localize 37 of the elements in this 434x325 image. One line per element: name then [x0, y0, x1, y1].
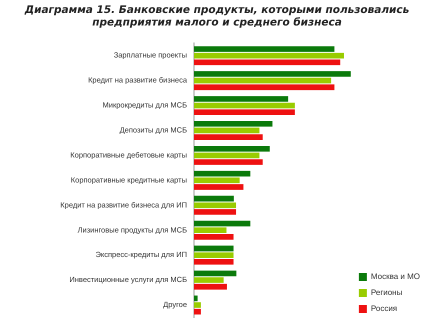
bar: [194, 227, 226, 234]
bar: [194, 258, 234, 265]
bar: [194, 71, 351, 77]
bar: [194, 302, 201, 308]
legend-label: Россия: [370, 304, 398, 314]
bar: [194, 202, 236, 208]
bar: [194, 178, 240, 184]
bar: [194, 170, 250, 177]
legend-label: Регионы: [370, 288, 403, 298]
bar: [194, 296, 198, 302]
chart-title: Диаграмма 15. Банковские продукты, которыми пользовались предприятия малого и среднего бизнеса: [24, 4, 410, 29]
bar: [194, 46, 334, 52]
bar: [194, 102, 295, 108]
bar: [194, 84, 334, 90]
bar: [194, 270, 236, 276]
bar: [194, 246, 234, 252]
bar: [194, 109, 295, 116]
bar: [194, 121, 272, 127]
bar: [194, 146, 270, 152]
bar: [194, 78, 332, 84]
bar: [194, 220, 250, 226]
bar: [194, 96, 288, 102]
bar: [194, 152, 260, 158]
bar: [194, 128, 260, 134]
bar: [194, 52, 344, 58]
legend-label: Москва и МО: [370, 272, 420, 282]
bar: [194, 196, 234, 202]
bar: [194, 308, 201, 315]
bar: [194, 159, 263, 165]
bar: [194, 277, 224, 283]
bar: [194, 252, 234, 258]
bar: [194, 134, 263, 140]
bar: [194, 209, 236, 215]
bar: [194, 284, 227, 290]
bar: [194, 184, 244, 190]
bar: [194, 234, 234, 240]
bar: [194, 59, 340, 66]
